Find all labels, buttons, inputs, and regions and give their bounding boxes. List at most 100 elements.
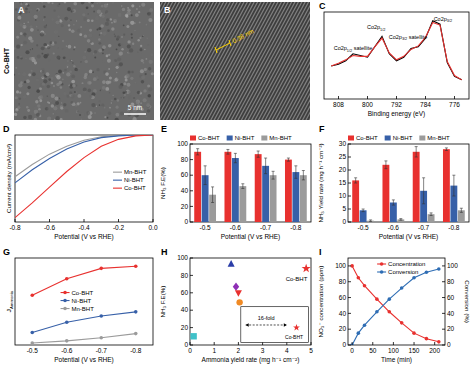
texture [108, 54, 110, 56]
texture [19, 23, 22, 26]
texture [120, 112, 124, 116]
texture [121, 5, 123, 7]
y2-tick [442, 313, 445, 314]
texture [74, 91, 76, 93]
texture [108, 112, 111, 115]
texture [146, 58, 148, 60]
texture [64, 17, 68, 21]
y-tick-label: 10 [339, 192, 347, 199]
x-tick-label: -0.2 [113, 224, 125, 231]
texture [53, 9, 55, 11]
legend-swatch [113, 172, 122, 173]
x-tick-label: -0.8 [290, 224, 302, 231]
y-tick-label: 100 [177, 140, 188, 147]
texture [117, 78, 119, 80]
error-bar [362, 209, 365, 212]
bar [367, 221, 374, 222]
texture [51, 104, 54, 107]
texture [73, 10, 74, 11]
texture [92, 71, 94, 73]
legend-swatch [385, 136, 391, 141]
texture [36, 89, 40, 93]
scale-bar-label: 5 nm [128, 104, 142, 111]
texture [41, 2, 42, 3]
x-tick-label: 0.0 [148, 224, 157, 231]
x-tick [153, 219, 154, 222]
texture [139, 48, 142, 51]
texture [60, 20, 63, 23]
texture [36, 26, 38, 28]
texture [91, 103, 95, 107]
annotation: Co2p3/2 satellite [389, 34, 428, 42]
measure-label: 0.36 nm [231, 27, 255, 44]
texture [94, 112, 95, 113]
texture [111, 27, 114, 30]
texture [118, 85, 122, 89]
texture [90, 95, 93, 98]
y-tick-label: 80 [339, 278, 347, 285]
texture [73, 65, 75, 67]
texture [144, 68, 147, 71]
line [15, 135, 153, 218]
legend-label: Co-BHT [124, 185, 146, 191]
texture [36, 79, 39, 82]
texture [71, 74, 75, 78]
plot-frame [348, 258, 445, 345]
inset-icon [293, 324, 300, 331]
texture [132, 43, 134, 45]
texture [143, 89, 146, 92]
y-tick-label: 0 [342, 218, 346, 225]
y-tick [348, 170, 351, 171]
texture [37, 29, 38, 30]
texture [129, 116, 132, 119]
texture [89, 70, 93, 74]
texture [123, 97, 125, 99]
marker [302, 264, 311, 273]
x-tick-label: -0.8 [448, 224, 460, 231]
texture [30, 28, 34, 32]
texture [48, 78, 51, 81]
y-tick-label: 100 [177, 254, 188, 261]
x-tick-label: 150 [409, 347, 420, 354]
y-tick-label: 20 [339, 325, 347, 332]
texture [67, 66, 69, 68]
legend-label: Ni-BHT [124, 177, 144, 183]
texture [66, 64, 70, 68]
texture [66, 72, 70, 76]
texture [146, 103, 150, 107]
texture [43, 19, 45, 21]
bar [239, 186, 246, 222]
texture [54, 119, 55, 120]
x-axis-label: Potential (V vs RHE) [54, 233, 114, 241]
y-tick-label: 20 [339, 166, 347, 173]
texture [121, 48, 123, 50]
texture [43, 43, 46, 46]
marker [375, 310, 379, 314]
legend-label: Ni-BHT [393, 135, 413, 141]
texture [99, 106, 103, 110]
x-tick-label: -0.6 [44, 224, 56, 231]
texture [68, 24, 70, 26]
y2-tick [442, 329, 445, 330]
texture [98, 49, 102, 53]
measure-line [229, 40, 231, 46]
texture [31, 70, 33, 72]
texture [30, 39, 33, 42]
y-tick [190, 345, 193, 346]
texture [114, 35, 116, 37]
texture [123, 82, 126, 85]
legend-label: Mn-BHT [72, 306, 95, 312]
lattice-fringe [301, 2, 310, 120]
x-tick-label: 3 [261, 347, 265, 354]
x-axis-label: Potential (V vs RHE) [221, 233, 281, 241]
texture [120, 97, 121, 98]
texture [112, 95, 113, 96]
texture [60, 118, 63, 120]
texture [126, 83, 130, 87]
error-bar [354, 178, 357, 183]
texture [30, 49, 31, 50]
texture [105, 87, 109, 91]
texture [93, 77, 97, 81]
legend-swatch [227, 136, 233, 141]
marker [30, 293, 34, 297]
